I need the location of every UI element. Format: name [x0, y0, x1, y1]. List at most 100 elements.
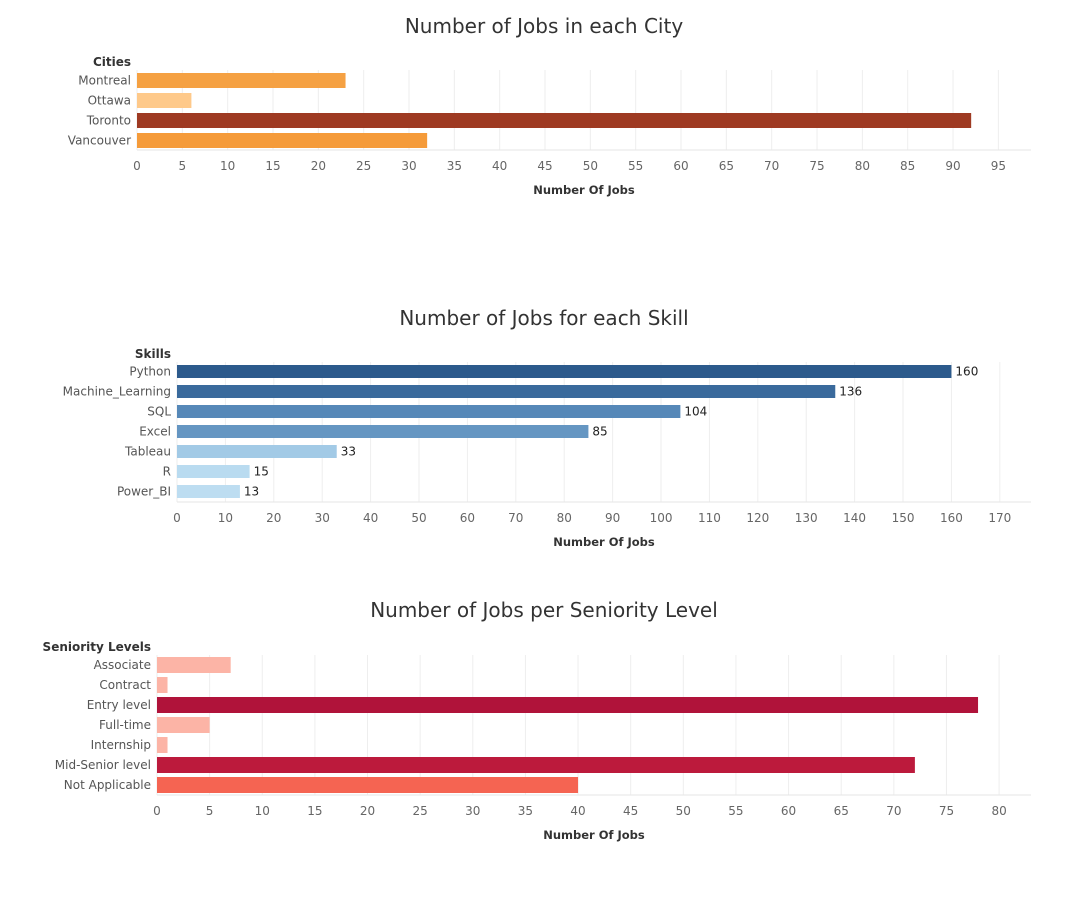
skill-bars: [177, 365, 952, 498]
seniority-x-tick-label: 35: [518, 804, 533, 818]
skill-value-label: 160: [955, 365, 978, 379]
seniority-category-label: Associate: [94, 658, 151, 672]
seniority-x-tick-label: 75: [939, 804, 954, 818]
city-x-tick-label: 5: [179, 159, 187, 173]
seniority-x-tick-label: 0: [153, 804, 161, 818]
seniority-x-tick-label: 15: [307, 804, 322, 818]
skill-x-tick-label: 30: [315, 511, 330, 525]
city-x-tick-label: 95: [991, 159, 1006, 173]
city-category-label: Ottawa: [88, 94, 131, 108]
skill-bar-r[interactable]: [177, 465, 250, 478]
seniority-x-tick-label: 40: [570, 804, 585, 818]
seniority-x-tick-label: 80: [991, 804, 1006, 818]
skill-x-tick-label: 150: [892, 511, 915, 525]
seniority-bar-internship[interactable]: [157, 737, 168, 753]
seniority-category-label: Mid-Senior level: [55, 758, 151, 772]
seniority-x-tick-label: 55: [728, 804, 743, 818]
city-dimension-label: Cities: [93, 55, 131, 69]
seniority-x-tick-label: 60: [781, 804, 796, 818]
skill-bar-tableau[interactable]: [177, 445, 337, 458]
seniority-x-tick-label: 50: [676, 804, 691, 818]
seniority-bar-entry-level[interactable]: [157, 697, 979, 713]
city-x-tick-label: 15: [265, 159, 280, 173]
city-x-tick-label: 50: [583, 159, 598, 173]
skill-x-tick-label: 50: [411, 511, 426, 525]
skill-value-labels: 160 136 104 85 33 15 13: [244, 365, 978, 499]
seniority-x-tick-label: 20: [360, 804, 375, 818]
city-grid: [136, 70, 1031, 151]
city-x-tick-label: 30: [401, 159, 416, 173]
city-x-tick-label: 20: [311, 159, 326, 173]
city-category-label: Vancouver: [68, 134, 131, 148]
city-x-tick-label: 75: [809, 159, 824, 173]
city-x-tick-label: 35: [447, 159, 462, 173]
city-chart: Number of Jobs in each City Cities Montr…: [68, 14, 1031, 197]
seniority-dimension-label: Seniority Levels: [43, 640, 151, 654]
skill-x-axis-ticks: 0 10 20 30 40 50 60 70 80 90 100 110 120 130 140 150 160…: [173, 511, 1011, 525]
skill-x-tick-label: 20: [266, 511, 281, 525]
city-x-tick-label: 45: [537, 159, 552, 173]
skill-x-axis-title: Number Of Jobs: [553, 535, 655, 549]
seniority-x-tick-label: 70: [886, 804, 901, 818]
skill-x-tick-label: 40: [363, 511, 378, 525]
city-bars: [137, 73, 972, 148]
skill-x-tick-label: 120: [746, 511, 769, 525]
skill-category-label: Python: [129, 365, 171, 379]
skill-x-tick-label: 170: [988, 511, 1011, 525]
skill-value-label: 85: [592, 425, 607, 439]
skill-category-label: SQL: [147, 405, 171, 419]
skill-category-label: R: [163, 465, 171, 479]
seniority-x-tick-label: 5: [206, 804, 214, 818]
skill-category-label: Tableau: [124, 445, 171, 459]
seniority-x-tick-label: 25: [413, 804, 428, 818]
skill-bar-sql[interactable]: [177, 405, 681, 418]
city-category-label: Montreal: [78, 74, 131, 88]
city-x-tick-label: 85: [900, 159, 915, 173]
city-x-tick-label: 25: [356, 159, 371, 173]
skill-x-tick-label: 100: [650, 511, 673, 525]
seniority-bar-contract[interactable]: [157, 677, 168, 693]
city-x-axis-ticks: 0 5 10 15 20 25 30 35 40 45 50 55 60 65 70 75 80 85 90 95: [133, 159, 1006, 173]
city-x-tick-label: 80: [855, 159, 870, 173]
seniority-chart-title: Number of Jobs per Seniority Level: [370, 598, 718, 622]
city-category-label: Toronto: [86, 114, 131, 128]
skill-category-label: Power_BI: [117, 485, 171, 499]
seniority-category-label: Entry level: [87, 698, 151, 712]
city-x-tick-label: 10: [220, 159, 235, 173]
skill-bar-python[interactable]: [177, 365, 952, 378]
city-x-tick-label: 65: [719, 159, 734, 173]
city-bar-toronto[interactable]: [137, 113, 972, 128]
seniority-category-labels: Associate Contract Entry level Full-time Int…: [55, 658, 151, 792]
skill-bar-excel[interactable]: [177, 425, 589, 438]
city-x-tick-label: 70: [764, 159, 779, 173]
seniority-bar-associate[interactable]: [157, 657, 231, 673]
seniority-bar-mid-senior-level[interactable]: [157, 757, 915, 773]
skill-bar-machine-learning[interactable]: [177, 385, 836, 398]
seniority-bars: [157, 657, 979, 793]
skill-category-label: Machine_Learning: [63, 385, 171, 399]
skill-bar-power-bi[interactable]: [177, 485, 240, 498]
city-x-tick-label: 90: [945, 159, 960, 173]
seniority-category-label: Full-time: [99, 718, 151, 732]
skill-value-label: 15: [254, 465, 269, 479]
city-bar-montreal[interactable]: [137, 73, 346, 88]
seniority-bar-full-time[interactable]: [157, 717, 210, 733]
seniority-category-label: Not Applicable: [64, 778, 151, 792]
seniority-grid: [156, 655, 1031, 796]
city-chart-title: Number of Jobs in each City: [405, 14, 683, 38]
skill-x-tick-label: 10: [218, 511, 233, 525]
city-x-axis-title: Number Of Jobs: [533, 183, 635, 197]
city-category-labels: Montreal Ottawa Toronto Vancouver: [68, 74, 131, 148]
skill-dimension-label: Skills: [135, 347, 171, 361]
skill-value-label: 104: [684, 405, 707, 419]
skill-category-label: Excel: [139, 425, 171, 439]
city-bar-vancouver[interactable]: [137, 133, 428, 148]
skill-value-label: 13: [244, 485, 259, 499]
skill-value-label: 136: [839, 385, 862, 399]
skill-x-tick-label: 130: [795, 511, 818, 525]
seniority-x-tick-label: 65: [834, 804, 849, 818]
city-bar-ottawa[interactable]: [137, 93, 192, 108]
skill-x-tick-label: 110: [698, 511, 721, 525]
seniority-bar-not-applicable[interactable]: [157, 777, 579, 793]
